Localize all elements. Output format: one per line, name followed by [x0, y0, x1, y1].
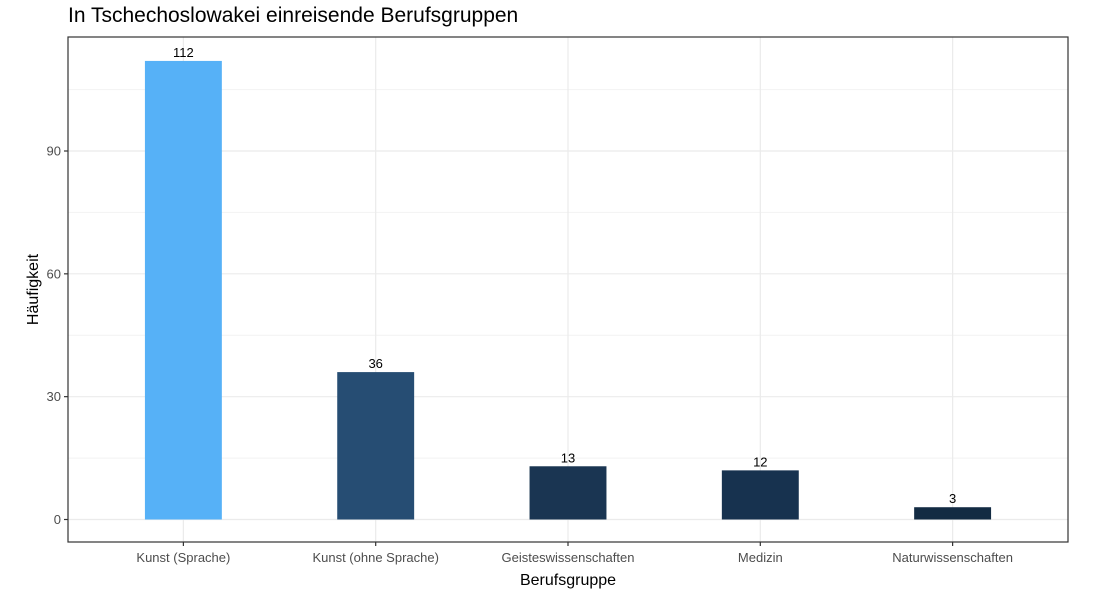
bar: [337, 372, 415, 520]
data-label: 3: [949, 491, 956, 506]
bar: [529, 466, 607, 520]
data-label: 36: [368, 356, 382, 371]
data-label: 12: [753, 454, 767, 469]
x-tick-label: Medizin: [738, 550, 783, 565]
x-tick-label: Kunst (ohne Sprache): [312, 550, 438, 565]
data-label: 13: [561, 450, 575, 465]
bar: [721, 470, 799, 520]
x-axis-title: Berufsgruppe: [520, 572, 616, 589]
y-axis-title: Häufigkeit: [25, 253, 42, 325]
x-axis: Kunst (Sprache) Kunst (ohne Sprache) Geist…: [136, 542, 1013, 565]
bars: [144, 60, 992, 520]
chart-title: In Tschechoslowakei einreisende Berufsgr…: [68, 4, 519, 27]
y-tick-label: 90: [47, 144, 61, 159]
bar: [914, 507, 992, 520]
x-tick-label: Geisteswissenschaften: [502, 550, 635, 565]
y-tick-label: 60: [47, 266, 61, 281]
x-tick-label: Kunst (Sprache): [136, 550, 230, 565]
y-tick-label: 0: [54, 512, 61, 527]
data-label: 112: [173, 45, 194, 60]
bar: [144, 60, 222, 520]
y-tick-label: 30: [47, 389, 61, 404]
data-labels: 112 36 13 12 3: [173, 45, 956, 506]
x-tick-label: Naturwissenschaften: [892, 550, 1013, 565]
y-axis: 0 30 60 90: [47, 144, 68, 527]
